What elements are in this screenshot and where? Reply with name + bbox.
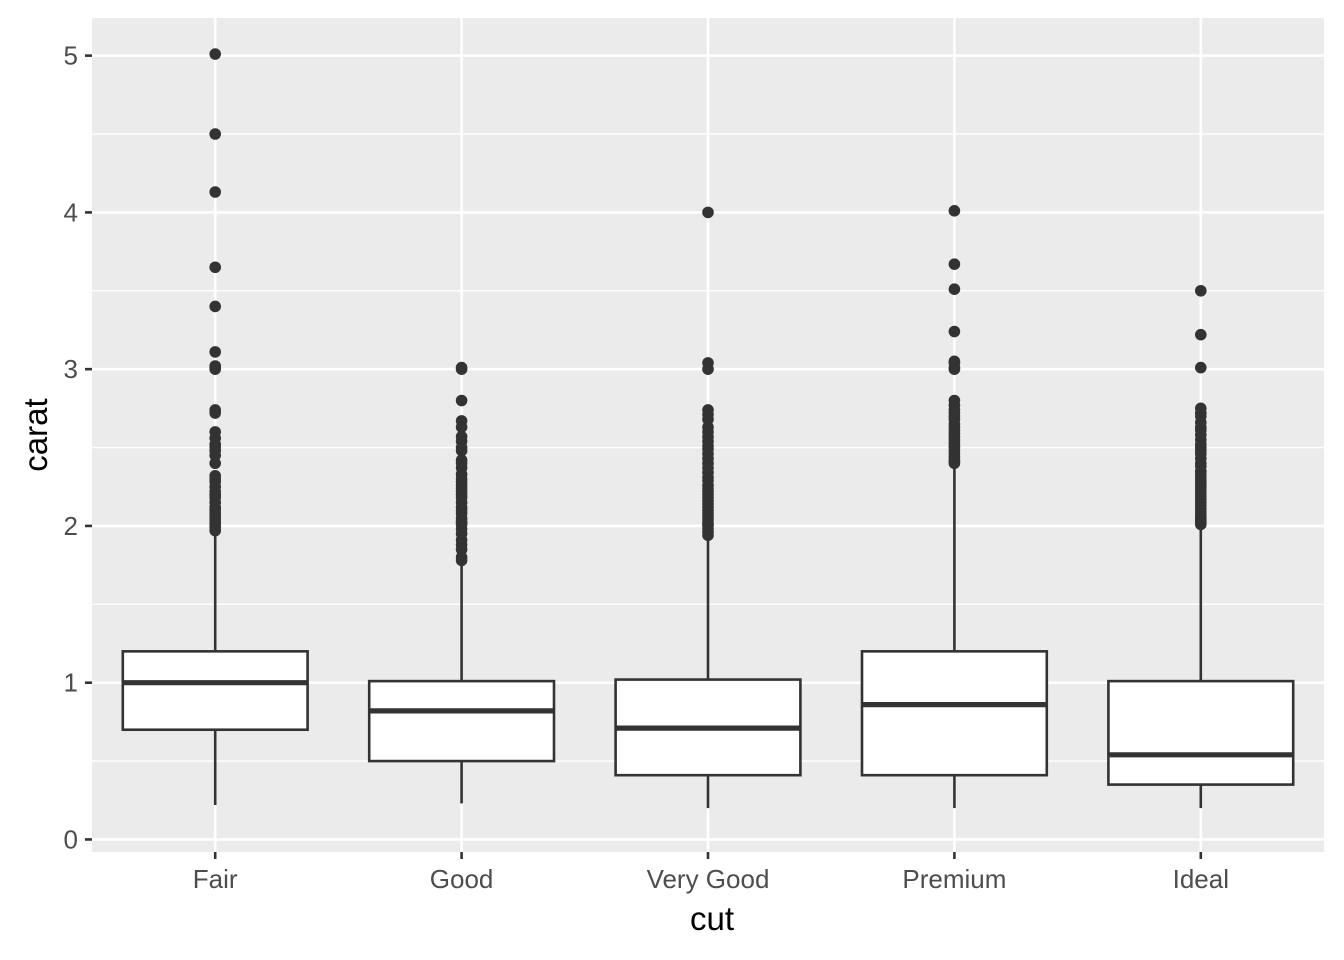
- x-tick-label: Fair: [193, 864, 238, 894]
- outlier-point: [209, 128, 221, 140]
- x-axis-title: cut: [690, 900, 734, 937]
- outlier-point: [209, 300, 221, 313]
- outlier-point: [209, 524, 221, 537]
- box-premium: [860, 205, 1049, 809]
- outlier-point: [455, 421, 468, 433]
- outlier-point: [948, 205, 961, 217]
- box-series: [121, 48, 1295, 809]
- outlier-point: [948, 363, 961, 375]
- y-tick-label: 2: [64, 511, 78, 541]
- outlier-point: [209, 261, 221, 274]
- interquartile-box: [860, 650, 1049, 777]
- outlier-point: [209, 407, 221, 419]
- outlier-point: [948, 457, 961, 470]
- outlier-point: [455, 444, 468, 457]
- y-tick-label: 1: [64, 668, 78, 698]
- outlier-point: [1195, 361, 1207, 374]
- box-good: [367, 361, 556, 804]
- outlier-point: [702, 363, 714, 375]
- outlier-point: [1195, 284, 1207, 297]
- y-tick-label: 3: [64, 354, 78, 384]
- box-fair: [121, 48, 309, 805]
- interquartile-box: [121, 650, 309, 732]
- y-tick-label: 4: [64, 197, 78, 227]
- outlier-point: [455, 554, 468, 567]
- y-axis-title: carat: [17, 398, 54, 471]
- box-very-good: [614, 206, 802, 809]
- interquartile-box: [367, 679, 556, 763]
- outlier-point: [209, 48, 221, 60]
- outlier-point: [209, 363, 221, 375]
- interquartile-box: [1107, 679, 1295, 786]
- outlier-point: [702, 529, 714, 542]
- outlier-point: [455, 363, 468, 375]
- y-tick-label: 5: [64, 41, 78, 71]
- box-ideal: [1107, 284, 1295, 809]
- outlier-point: [455, 394, 468, 407]
- outlier-point: [948, 258, 961, 270]
- outlier-point: [209, 186, 221, 198]
- x-axis-ticks: Fair Good Very Good Premium Ideal: [193, 852, 1229, 894]
- outlier-point: [1195, 328, 1207, 341]
- outlier-point: [1195, 518, 1207, 531]
- x-tick-label: Good: [430, 864, 494, 894]
- outlier-point: [948, 283, 961, 296]
- x-tick-label: Premium: [902, 864, 1006, 894]
- outlier-point: [209, 346, 221, 358]
- x-tick-label: Very Good: [647, 864, 770, 894]
- outlier-point: [948, 325, 961, 338]
- y-tick-label: 0: [64, 824, 78, 854]
- outlier-point: [702, 206, 714, 219]
- x-tick-label: Ideal: [1173, 864, 1229, 894]
- outlier-point: [209, 457, 221, 470]
- y-axis-ticks: 0 1 2 3 4 5: [64, 41, 92, 854]
